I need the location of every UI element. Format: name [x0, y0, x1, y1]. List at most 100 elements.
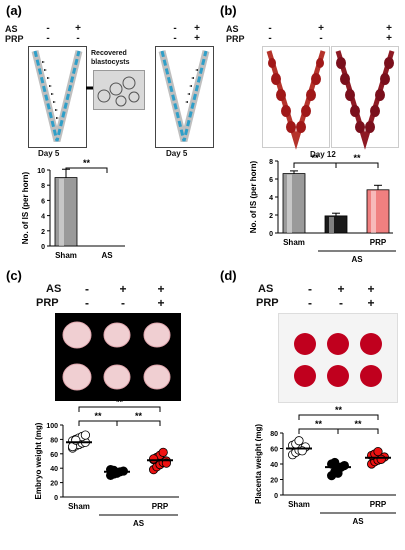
y-axis-label-a: No. of IS (per horn)	[21, 171, 30, 244]
y-tick-label-b: 4	[269, 195, 273, 202]
sig-bracket-a	[65, 167, 108, 173]
y-tick-label-a: 8	[41, 183, 45, 190]
sign-b-prp-1: -	[268, 33, 272, 44]
bar-b-2	[366, 189, 390, 234]
label-as-b: AS	[226, 24, 239, 34]
sig-bracket-c-outer	[78, 406, 161, 412]
recovered-blastocysts-caption: Recovered blastocysts	[91, 50, 130, 66]
sign-b-as-2: +	[318, 23, 324, 34]
panel-label-b: (b)	[220, 3, 237, 18]
sig-bracket-d-1	[337, 428, 379, 434]
y-tick-label-d: 0	[274, 493, 278, 500]
label-prp-a: PRP	[5, 34, 24, 44]
data-point-c-2	[149, 454, 159, 464]
panel-label-a: (a)	[6, 3, 22, 18]
sig-bracket-c-0	[78, 420, 118, 426]
panel-label-d: (d)	[220, 268, 237, 283]
y-tick-label-b: 0	[269, 231, 273, 238]
data-point-d-1	[330, 457, 340, 468]
group-label-c: AS	[133, 519, 145, 528]
sig-label-c-0: **	[94, 411, 102, 421]
uterus-implantation-b-right	[335, 50, 395, 150]
category-label-a: AS	[101, 251, 113, 260]
sign-c-prp-2: -	[121, 296, 125, 310]
y-tick-label-c: 100	[46, 423, 58, 430]
day-label-b: Day 12	[310, 150, 336, 159]
bar-highlight-b-2	[371, 190, 376, 233]
y-axis-label-b: No. of IS (per horn)	[249, 160, 258, 233]
y-tick-label-c: 80	[50, 437, 58, 444]
sign-a-right-prp-2: +	[194, 33, 200, 44]
bar-b-0	[282, 173, 306, 234]
y-tick-label-a: 6	[41, 198, 45, 205]
uterus-photo-b-as	[262, 46, 330, 150]
uterus-photo-sham	[28, 46, 87, 148]
group-label-b: AS	[351, 255, 363, 264]
sig-label-c-outer: **	[116, 397, 124, 407]
sig-bracket-b-0	[293, 162, 337, 168]
sign-c-prp-1: -	[85, 296, 89, 310]
embryo-drawing	[62, 321, 171, 391]
y-tick-label-a: 0	[41, 244, 45, 251]
data-point-d-2	[373, 446, 383, 457]
y-tick-label-b: 6	[269, 177, 273, 184]
category-label-b: Sham	[283, 238, 305, 247]
label-as-a: AS	[5, 24, 18, 34]
label-prp-b: PRP	[226, 34, 245, 44]
y-tick-label-a: 2	[41, 229, 45, 236]
y-tick-label-d: 60	[270, 447, 278, 454]
data-point-c-0	[80, 430, 91, 440]
data-point-d-1	[333, 468, 343, 478]
sign-b-as-1: -	[268, 23, 272, 34]
sig-bracket-d-0	[298, 428, 339, 434]
day-label-a-left: Day 5	[38, 149, 60, 158]
y-tick-label-a: 4	[41, 214, 45, 221]
sig-label-c-1: **	[135, 411, 143, 421]
label-as-d: AS	[258, 283, 274, 295]
y-tick-label-b: 8	[269, 159, 273, 166]
label-prp-c: PRP	[36, 297, 59, 309]
sign-c-as-2: +	[119, 282, 127, 296]
sign-d-as-3: +	[367, 282, 375, 296]
uterus-photo-as	[155, 46, 214, 148]
bar-highlight-b-0	[287, 174, 292, 233]
category-label-c: PRP	[152, 502, 169, 511]
data-point-c-1	[112, 468, 122, 478]
data-point-d-2	[376, 454, 386, 464]
sign-a-as-1: -	[46, 23, 50, 34]
sig-label-b-0: **	[311, 153, 319, 163]
category-label-b: PRP	[370, 238, 387, 247]
sign-b-prp-2: -	[319, 33, 323, 44]
uterus-implantation-b-left	[266, 50, 326, 150]
sig-bracket-d-outer	[298, 414, 379, 420]
sign-a-right-prp-1: -	[173, 33, 177, 44]
day-label-a-right: Day 5	[166, 149, 188, 158]
sign-d-prp-2: -	[339, 296, 343, 310]
sig-label-a: **	[83, 158, 91, 168]
placenta-photo	[278, 313, 398, 403]
embryo-photo	[55, 313, 181, 401]
y-tick-label-c: 20	[50, 481, 58, 488]
sig-bracket-b-1	[335, 162, 379, 168]
y-axis-label-d: Placenta weight (mg)	[254, 424, 263, 504]
sign-d-as-1: -	[308, 282, 312, 296]
uterus-v-shape-as	[158, 50, 210, 142]
y-tick-label-d: 40	[270, 462, 278, 469]
data-point-d-1	[339, 460, 349, 471]
blastocysts-photo	[93, 70, 145, 110]
sign-b-prp-3: +	[386, 33, 392, 44]
y-tick-label-d: 80	[270, 431, 278, 438]
blastocysts-drawing	[97, 76, 140, 107]
sign-d-prp-3: +	[367, 296, 375, 310]
category-label-c: Sham	[68, 502, 90, 511]
y-tick-label-c: 60	[50, 452, 58, 459]
sig-bracket-c-1	[116, 420, 161, 426]
sign-d-as-2: +	[337, 282, 345, 296]
bar-a-0	[54, 177, 78, 247]
category-label-d: Sham	[288, 500, 310, 509]
sign-a-right-as-2: +	[194, 23, 200, 34]
category-label-d: PRP	[370, 500, 387, 509]
sign-a-prp-2: -	[76, 33, 80, 44]
sig-label-b-1: **	[353, 153, 361, 163]
